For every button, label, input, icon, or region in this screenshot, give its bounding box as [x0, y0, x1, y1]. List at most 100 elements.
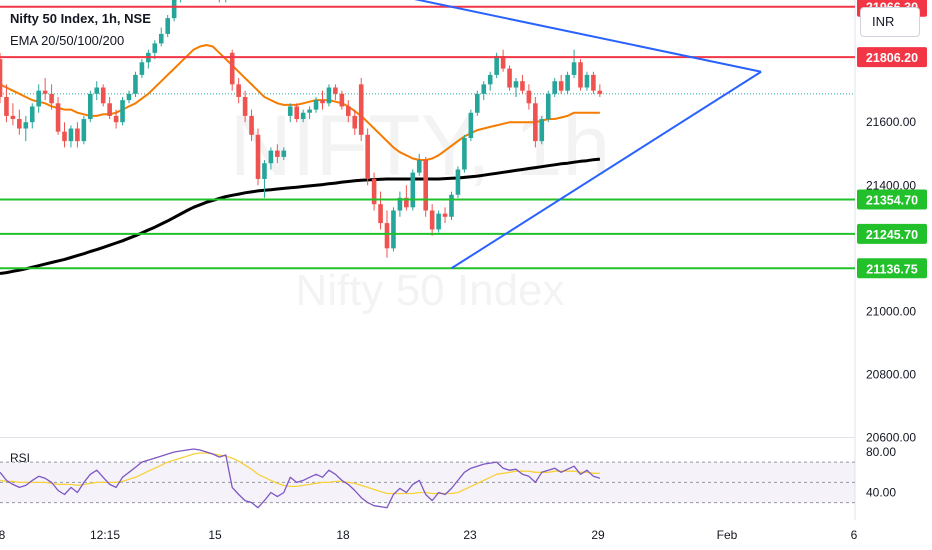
x-tick-label: 6	[851, 528, 858, 542]
candle	[455, 169, 461, 195]
candle	[526, 90, 532, 104]
candle	[94, 87, 100, 94]
x-tick-label: 12:15	[90, 528, 120, 542]
candle	[262, 163, 267, 179]
candle	[133, 74, 138, 94]
candle	[533, 103, 538, 142]
candle	[500, 55, 506, 69]
candle	[423, 160, 428, 211]
rsi-ma-line	[0, 452, 600, 495]
y-tick-label: 20600.00	[866, 431, 916, 445]
resistance-tag[interactable]	[857, 47, 927, 68]
x-tick-label: 29	[591, 528, 605, 542]
y-tick-label: 20800.00	[866, 367, 916, 381]
candle	[352, 115, 358, 129]
candle	[4, 96, 9, 116]
candle	[287, 106, 293, 116]
candle	[242, 96, 248, 116]
candle	[539, 119, 545, 142]
candle	[571, 62, 577, 75]
candle	[397, 197, 403, 211]
candle	[475, 93, 480, 113]
candle	[171, 0, 177, 19]
candle	[565, 74, 570, 91]
candle	[552, 81, 557, 94]
candle	[88, 93, 93, 120]
candle	[307, 109, 312, 113]
trendline[interactable]	[213, 0, 762, 73]
candle	[120, 100, 125, 123]
candle	[236, 84, 241, 97]
indicator-legend[interactable]: EMA 20/50/100/200	[10, 33, 125, 48]
candle	[17, 119, 22, 129]
candle	[487, 74, 493, 85]
candle	[268, 150, 274, 164]
candle	[62, 131, 67, 142]
candle	[449, 194, 454, 217]
candle	[468, 112, 474, 138]
candle	[255, 134, 261, 179]
support-tag[interactable]	[857, 189, 927, 210]
candle	[158, 33, 164, 44]
candle	[320, 100, 325, 104]
y-tick-label: 21600.00	[866, 115, 916, 129]
candle	[378, 204, 383, 224]
candle	[365, 134, 370, 179]
candle	[371, 178, 377, 205]
x-tick-label: Feb	[717, 528, 738, 542]
candle	[358, 84, 364, 135]
candle	[462, 137, 467, 170]
candle	[507, 68, 512, 88]
candle	[113, 115, 119, 123]
watermark-name: Nifty 50 Index	[295, 266, 564, 315]
candle	[29, 106, 35, 123]
candle	[152, 43, 158, 53]
candle	[126, 93, 132, 101]
candle	[23, 122, 29, 129]
candle	[391, 210, 396, 249]
candle	[558, 81, 564, 91]
candle	[0, 59, 3, 97]
candle	[294, 106, 299, 120]
ema-fast-line	[0, 44, 600, 161]
x-tick-label: 18	[336, 528, 350, 542]
symbol-title: Nifty 50 Index, 1h, NSE	[10, 11, 151, 26]
candle	[545, 93, 551, 120]
candle	[75, 128, 80, 142]
currency-selector[interactable]: INR	[860, 7, 920, 37]
y-tick-label: 21000.00	[866, 304, 916, 318]
pane-divider	[0, 437, 855, 438]
candle	[339, 93, 345, 107]
candle	[107, 103, 112, 116]
candle	[275, 150, 280, 157]
support-label: 21354.70	[866, 194, 918, 208]
candle	[346, 106, 351, 116]
candle	[55, 103, 61, 132]
candle	[429, 210, 435, 230]
candle	[281, 150, 287, 157]
support-tag[interactable]	[857, 258, 927, 279]
candle	[229, 52, 235, 85]
candle	[68, 128, 74, 142]
candle	[481, 84, 487, 94]
x-tick-label: 15	[208, 528, 222, 542]
candle	[42, 90, 48, 94]
rsi-tick-label: 40.00	[866, 486, 896, 500]
candle	[313, 100, 319, 110]
candle	[36, 90, 41, 107]
support-tag[interactable]	[857, 223, 927, 244]
candle	[578, 62, 583, 88]
resistance-label: 21806.20	[866, 51, 918, 65]
candle	[591, 74, 596, 91]
rsi-line	[0, 448, 601, 509]
candle	[416, 160, 422, 173]
x-tick-label: 8	[0, 528, 6, 542]
candle	[584, 74, 590, 88]
candle	[333, 87, 338, 94]
candle	[81, 119, 87, 142]
candle	[139, 62, 145, 75]
candle	[249, 115, 254, 135]
trendline[interactable]	[450, 70, 762, 270]
